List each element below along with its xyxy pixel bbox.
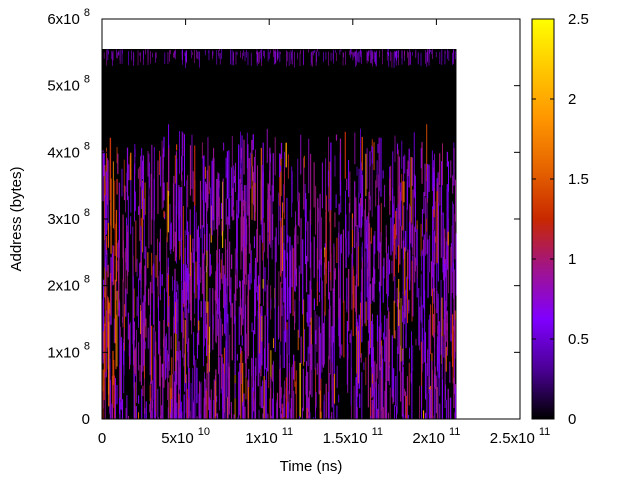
y-axis-label: Address (bytes) [8, 166, 25, 271]
y-tick-label: 5x10 8 [47, 74, 90, 95]
x-tick-label: 1.5x10 11 [323, 426, 383, 447]
colorbar-tick-label: 0 [568, 411, 576, 428]
colorbar-tick-label: 1 [568, 251, 576, 268]
colorbar-tick-label: 1.5 [568, 171, 589, 188]
y-tick-label: 4x10 8 [47, 140, 90, 161]
colorbar-ticks: 0 0.5 1 1.5 2 2.5 [532, 11, 589, 428]
y-tick-label: 0 [82, 411, 90, 428]
x-tick-label: 5x10 10 [161, 426, 210, 447]
y-tick-label: 6x10 8 [47, 7, 90, 28]
y-axis: 0 1x10 8 2x10 8 3x10 8 4x10 8 5x10 8 6x10 8 [47, 7, 520, 428]
x-tick-label: 1x10 11 [245, 426, 293, 447]
x-tick-label: 2.5x10 11 [490, 426, 550, 447]
colorbar-tick-label: 2.5 [568, 11, 589, 28]
heatmap-data [102, 49, 457, 419]
y-tick-label: 1x10 8 [47, 340, 90, 361]
colorbar-tick-label: 2 [568, 91, 576, 108]
x-axis-label: Time (ns) [280, 458, 343, 475]
colorbar [531, 18, 555, 420]
y-tick-label: 2x10 8 [47, 274, 90, 295]
colorbar-tick-label: 0.5 [568, 331, 589, 348]
y-tick-label: 3x10 8 [47, 207, 90, 228]
x-tick-label: 2x10 11 [412, 426, 460, 447]
x-tick-label: 0 [98, 430, 106, 447]
x-axis: 0 5x10 10 1x10 11 1.5x10 11 2x10 11 2.5x10 11 [98, 19, 550, 447]
